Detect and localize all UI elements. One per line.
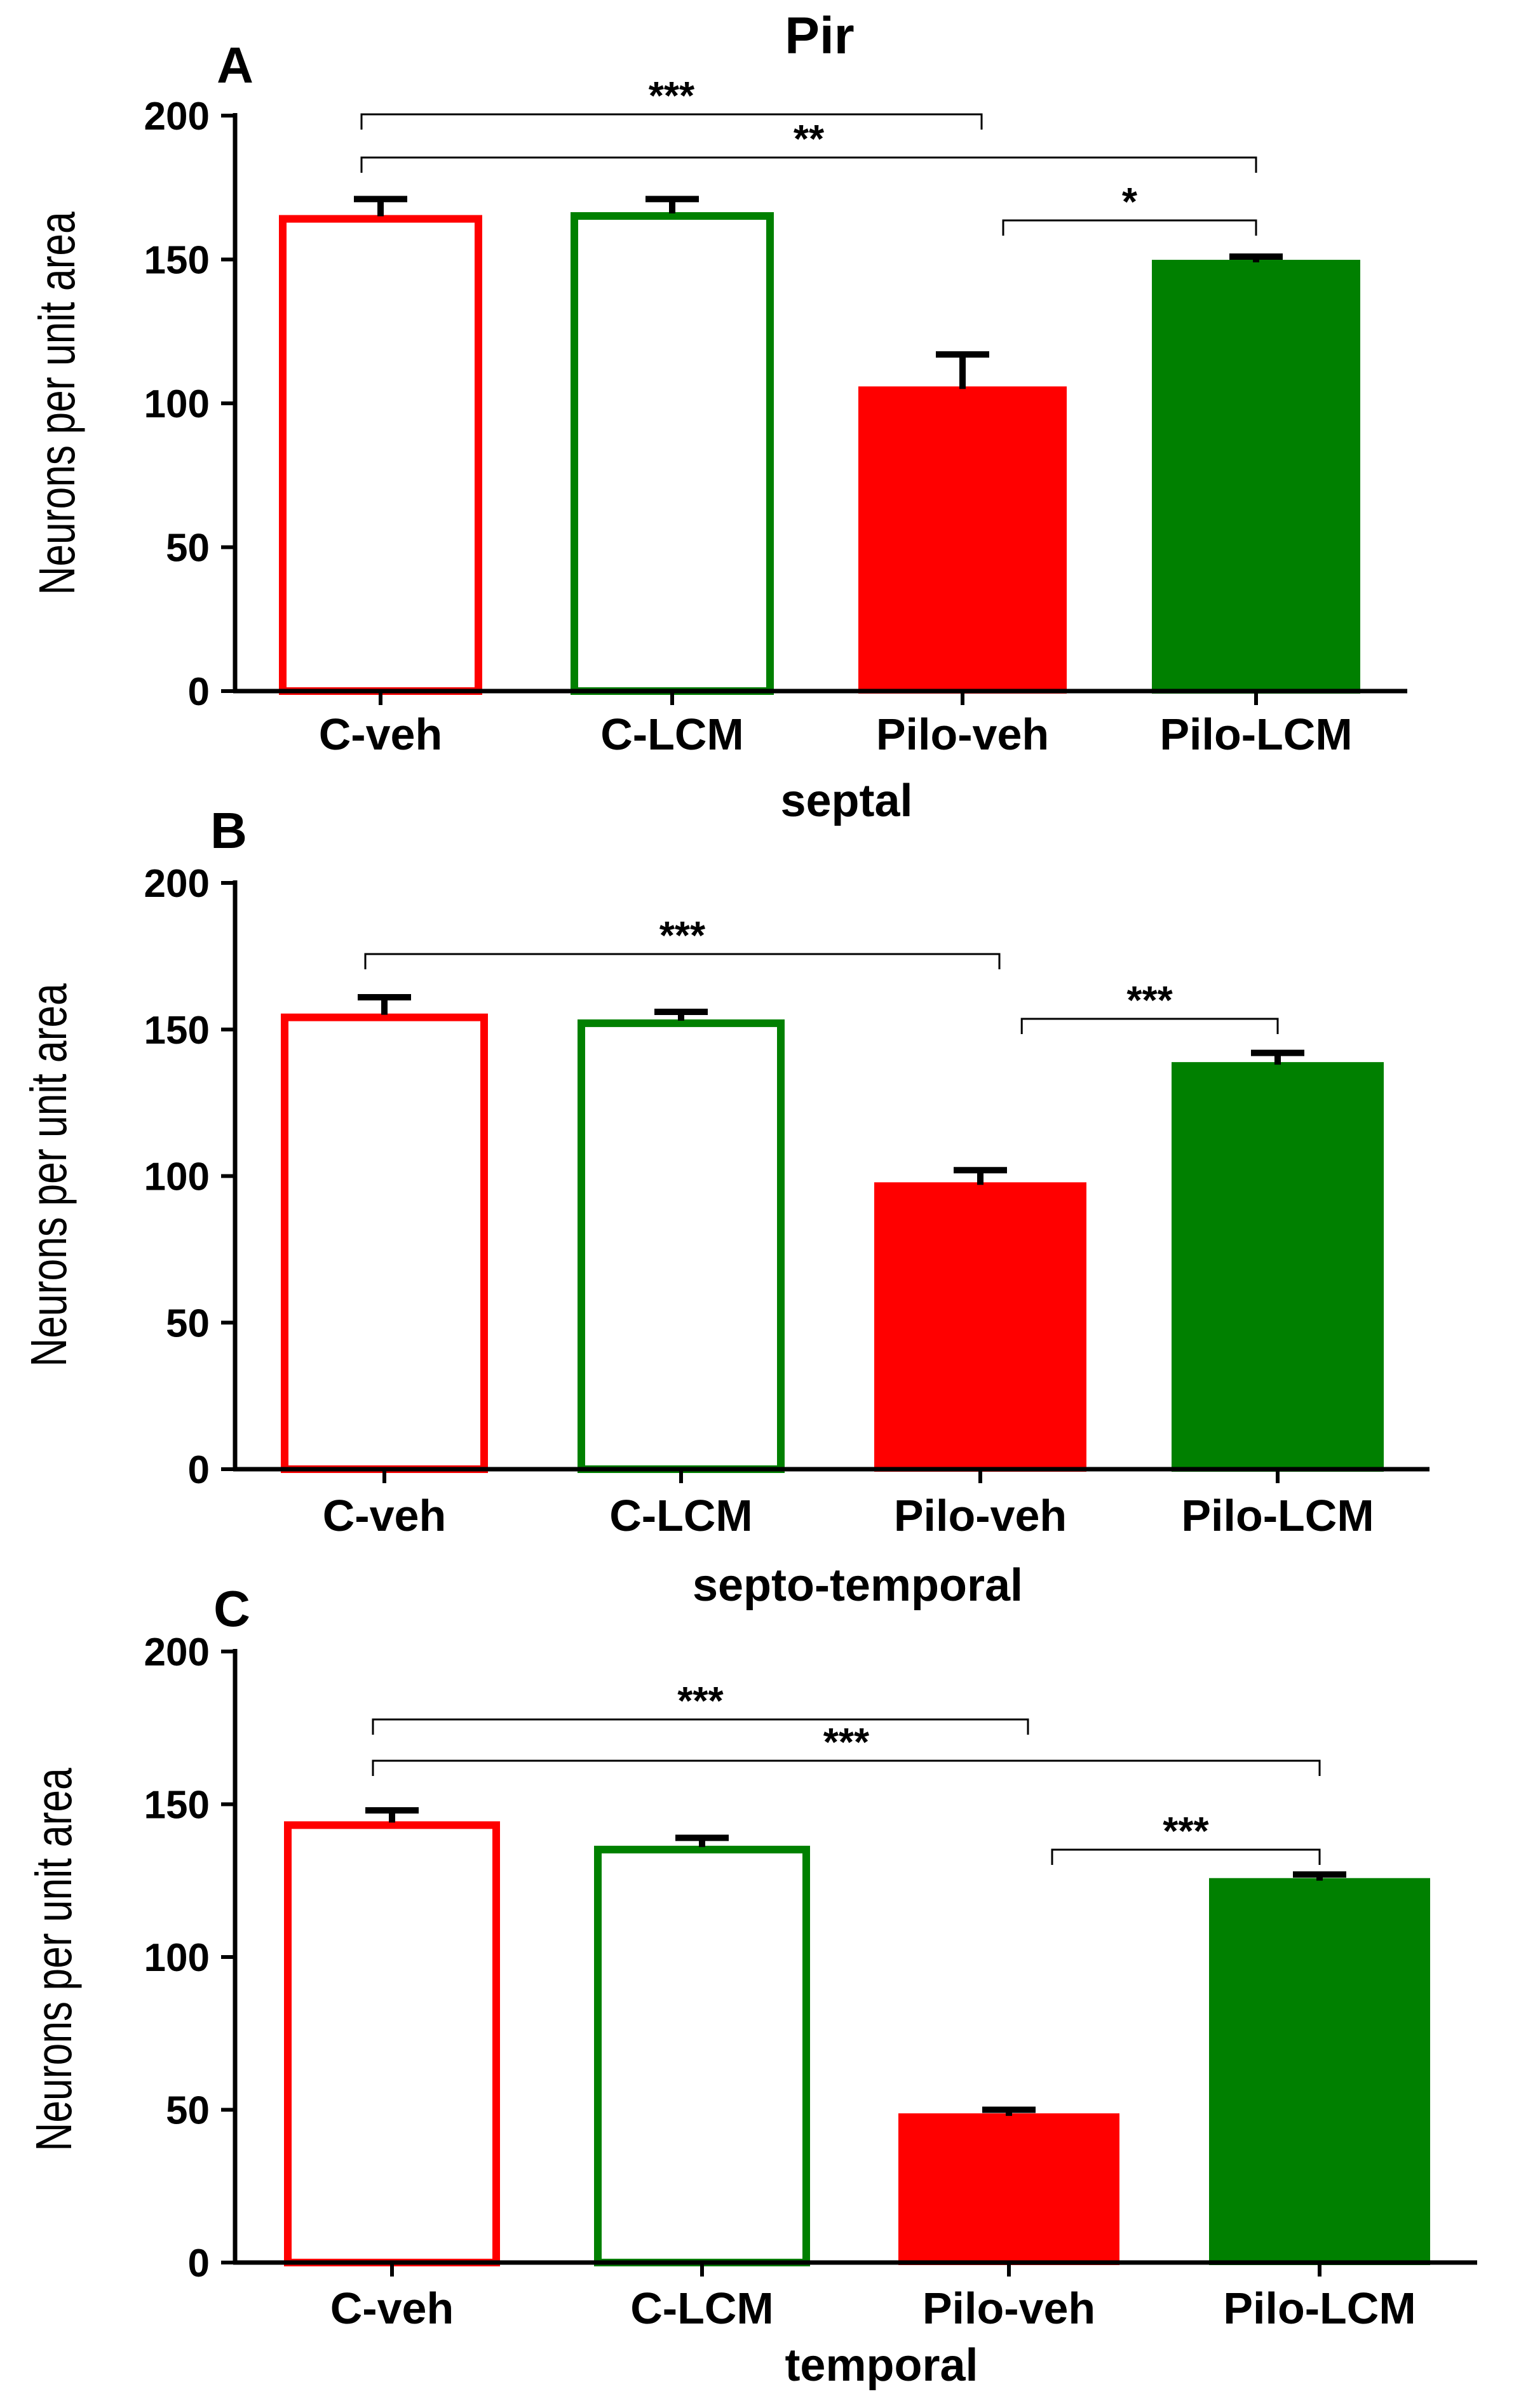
significance-label: *** (649, 74, 695, 118)
panel-letter: B (210, 802, 247, 859)
x-axis-label: septo-temporal (693, 1560, 1023, 1611)
x-tick-label: Pilo-LCM (1223, 2284, 1416, 2333)
chart-panel-c: C 0 50 100 150 200 Neurons per unit area C-veh C… (26, 1580, 1477, 2391)
bar (874, 1182, 1086, 1472)
significance-bracket (364, 953, 1001, 969)
bar (571, 212, 774, 695)
figure-title: Pir (785, 7, 854, 65)
bar (858, 386, 1067, 694)
significance-label: *** (823, 1721, 870, 1765)
y-axis-label: Neurons per unit area (26, 1768, 83, 2151)
chart-panel-b: B 0 50 100 150 200 Neurons per unit area C-veh C… (21, 802, 1430, 1611)
significance-label: ** (794, 118, 825, 161)
x-tick-label: C-LCM (609, 1491, 752, 1540)
y-tick-label: 100 (144, 1155, 210, 1199)
x-tick-label: C-veh (319, 710, 442, 759)
bar (898, 2113, 1119, 2266)
y-tick-label: 150 (144, 1009, 210, 1053)
bar (284, 1821, 500, 2267)
x-tick-label: Pilo-LCM (1181, 1491, 1374, 1540)
significance-label: *** (659, 914, 706, 958)
bar (281, 1013, 488, 1474)
x-tick-label: C-veh (330, 2284, 454, 2333)
y-tick-label: 200 (144, 862, 210, 906)
y-tick-label: 0 (188, 1448, 210, 1492)
significance-label: *** (1126, 979, 1173, 1023)
x-axis-label: temporal (785, 2340, 978, 2391)
x-tick-label: Pilo-veh (923, 2284, 1095, 2333)
significance-bracket (1020, 1018, 1279, 1034)
y-tick-label: 50 (166, 1302, 210, 1345)
y-tick-label: 0 (188, 670, 210, 714)
y-tick-label: 150 (144, 239, 210, 283)
significance-bracket (360, 156, 1257, 173)
y-tick-label: 50 (166, 527, 210, 570)
significance-label: * (1122, 180, 1138, 224)
y-tick-label: 100 (144, 382, 210, 426)
significance-bracket (1002, 219, 1257, 236)
x-tick-label: C-veh (323, 1491, 446, 1540)
significance-bracket (360, 113, 983, 130)
bar (594, 1845, 810, 2267)
significance-bracket (372, 1718, 1029, 1735)
y-tick-label: 0 (188, 2242, 210, 2285)
y-tick-label: 50 (166, 2089, 210, 2133)
y-tick-label: 150 (144, 1784, 210, 1827)
significance-bracket (372, 1759, 1321, 1776)
x-tick-label: C-LCM (600, 710, 743, 759)
panel-letter: A (217, 37, 253, 93)
x-tick-label: C-LCM (630, 2284, 773, 2333)
significance-label: *** (677, 1679, 724, 1723)
x-tick-label: Pilo-LCM (1159, 710, 1352, 759)
y-tick-label: 200 (144, 95, 210, 138)
chart-panel-a: A 0 50 100 150 200 Neurons per unit area C-veh C… (29, 37, 1407, 826)
significance-bracket (1051, 1848, 1321, 1865)
y-tick-label: 100 (144, 1936, 210, 1980)
y-axis-label: Neurons per unit area (29, 212, 86, 595)
bar (578, 1019, 785, 1473)
bar (279, 215, 482, 695)
significance-label: *** (1163, 1810, 1209, 1853)
bar (1152, 260, 1360, 694)
x-tick-label: Pilo-veh (894, 1491, 1067, 1540)
y-tick-label: 200 (144, 1631, 210, 1674)
y-axis-label: Neurons per unit area (21, 983, 78, 1367)
bar (1209, 1878, 1430, 2265)
x-axis-label: septal (780, 776, 912, 826)
panel-letter: C (213, 1580, 250, 1637)
x-tick-label: Pilo-veh (876, 710, 1049, 759)
bar (1172, 1062, 1384, 1472)
